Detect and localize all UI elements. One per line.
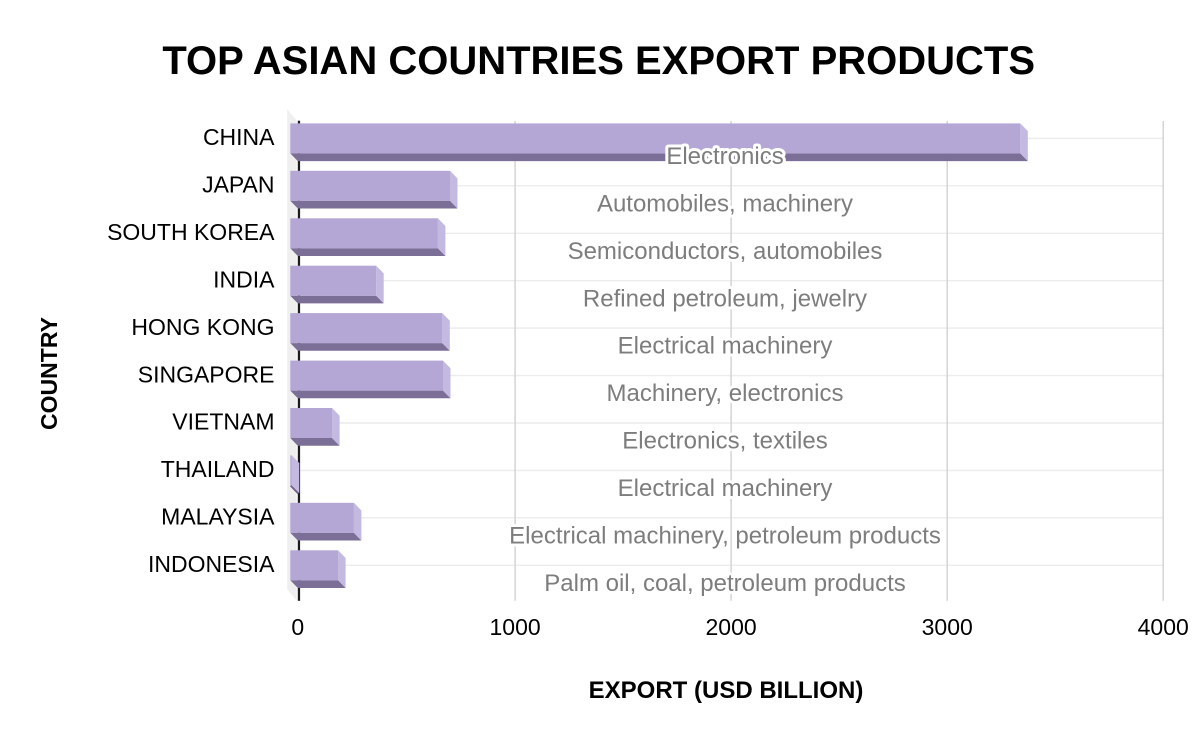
svg-text:INDIA: INDIA (213, 266, 275, 292)
svg-text:2000: 2000 (706, 614, 757, 640)
svg-text:COUNTRY: COUNTRY (36, 317, 62, 430)
svg-text:Automobiles, machinery: Automobiles, machinery (597, 190, 853, 217)
svg-text:Electrical machinery, petroleu: Electrical machinery, petroleum products (509, 522, 941, 549)
svg-text:SINGAPORE: SINGAPORE (138, 361, 275, 387)
svg-text:Machinery, electronics: Machinery, electronics (607, 380, 844, 407)
svg-text:Palm oil, coal, petroleum prod: Palm oil, coal, petroleum products (544, 570, 906, 597)
svg-text:THAILAND: THAILAND (161, 456, 275, 482)
svg-text:4000: 4000 (1138, 614, 1189, 640)
svg-text:CHINA: CHINA (203, 124, 275, 150)
svg-text:0: 0 (291, 614, 304, 640)
svg-text:Semiconductors, automobiles: Semiconductors, automobiles (568, 238, 883, 265)
svg-text:Electronics: Electronics (666, 143, 783, 170)
svg-text:MALAYSIA: MALAYSIA (161, 504, 275, 530)
svg-text:Electrical machinery: Electrical machinery (618, 333, 833, 360)
svg-text:Electronics, textiles: Electronics, textiles (622, 428, 827, 455)
svg-text:Electrical machinery: Electrical machinery (618, 475, 833, 502)
svg-text:JAPAN: JAPAN (202, 172, 274, 198)
svg-text:INDONESIA: INDONESIA (148, 551, 275, 577)
svg-text:HONG KONG: HONG KONG (131, 314, 274, 340)
svg-text:Refined petroleum, jewelry: Refined petroleum, jewelry (583, 285, 867, 312)
svg-text:1000: 1000 (490, 614, 541, 640)
svg-text:SOUTH KOREA: SOUTH KOREA (107, 219, 275, 245)
svg-text:3000: 3000 (922, 614, 973, 640)
svg-text:TOP ASIAN COUNTRIES EXPORT PRO: TOP ASIAN COUNTRIES EXPORT PRODUCTS (162, 39, 1035, 83)
svg-text:VIETNAM: VIETNAM (172, 409, 274, 435)
svg-text:EXPORT (USD BILLION): EXPORT (USD BILLION) (589, 677, 864, 704)
